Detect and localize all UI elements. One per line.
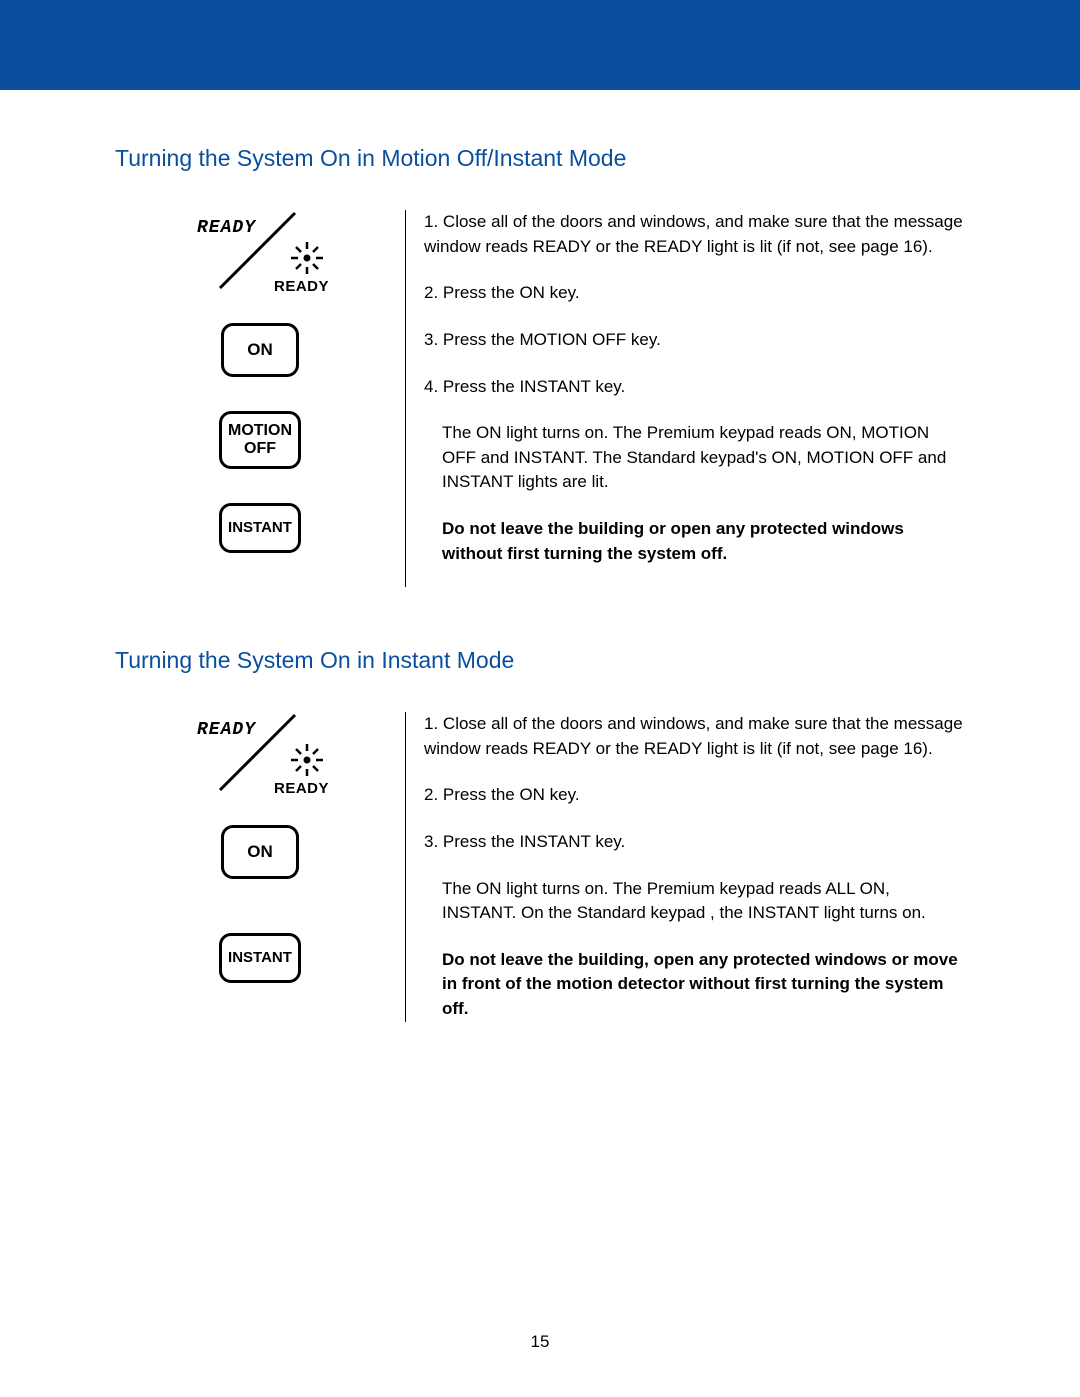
section-2-block: READY READY ON (115, 712, 965, 1022)
section-1-icons: READY READY ON (115, 210, 405, 587)
result-text: The ON light turns on. The Premium keypa… (424, 877, 965, 926)
step-item: 2. Press the ON key. (424, 783, 965, 808)
result-text: The ON light turns on. The Premium keypa… (424, 421, 965, 495)
section-2-icons: READY READY ON (115, 712, 405, 1022)
section-2-steps: 1. Close all of the doors and windows, a… (405, 712, 965, 1022)
header-bar (0, 0, 1080, 90)
on-key-icon: ON (221, 825, 299, 879)
page-number: 15 (0, 1332, 1080, 1352)
instant-key-icon: INSTANT (219, 503, 301, 553)
warning-text: Do not leave the building, open any prot… (424, 948, 965, 1022)
warning-text: Do not leave the building or open any pr… (424, 517, 965, 566)
ready-light-icon (289, 742, 325, 778)
instant-key-icon: INSTANT (219, 933, 301, 983)
section-1-heading: Turning the System On in Motion Off/Inst… (115, 145, 965, 172)
step-item: 1. Close all of the doors and windows, a… (424, 712, 965, 761)
step-item: 2. Press the ON key. (424, 281, 965, 306)
page-content: Turning the System On in Motion Off/Inst… (0, 90, 1080, 1022)
motion-off-key-icon: MOTION OFF (219, 411, 301, 469)
section-1-block: READY READY ON (115, 210, 965, 587)
step-item: 3. Press the MOTION OFF key. (424, 328, 965, 353)
ready-indicator: READY READY (205, 712, 315, 807)
ready-label-text: READY (274, 780, 329, 797)
section-1-steps: 1. Close all of the doors and windows, a… (405, 210, 965, 587)
step-item: 4. Press the INSTANT key. (424, 375, 965, 400)
ready-light-icon (289, 240, 325, 276)
ready-label-text: READY (274, 278, 329, 295)
step-item: 1. Close all of the doors and windows, a… (424, 210, 965, 259)
section-2-heading: Turning the System On in Instant Mode (115, 647, 965, 674)
ready-indicator: READY READY (205, 210, 315, 305)
step-item: 3. Press the INSTANT key. (424, 830, 965, 855)
on-key-icon: ON (221, 323, 299, 377)
